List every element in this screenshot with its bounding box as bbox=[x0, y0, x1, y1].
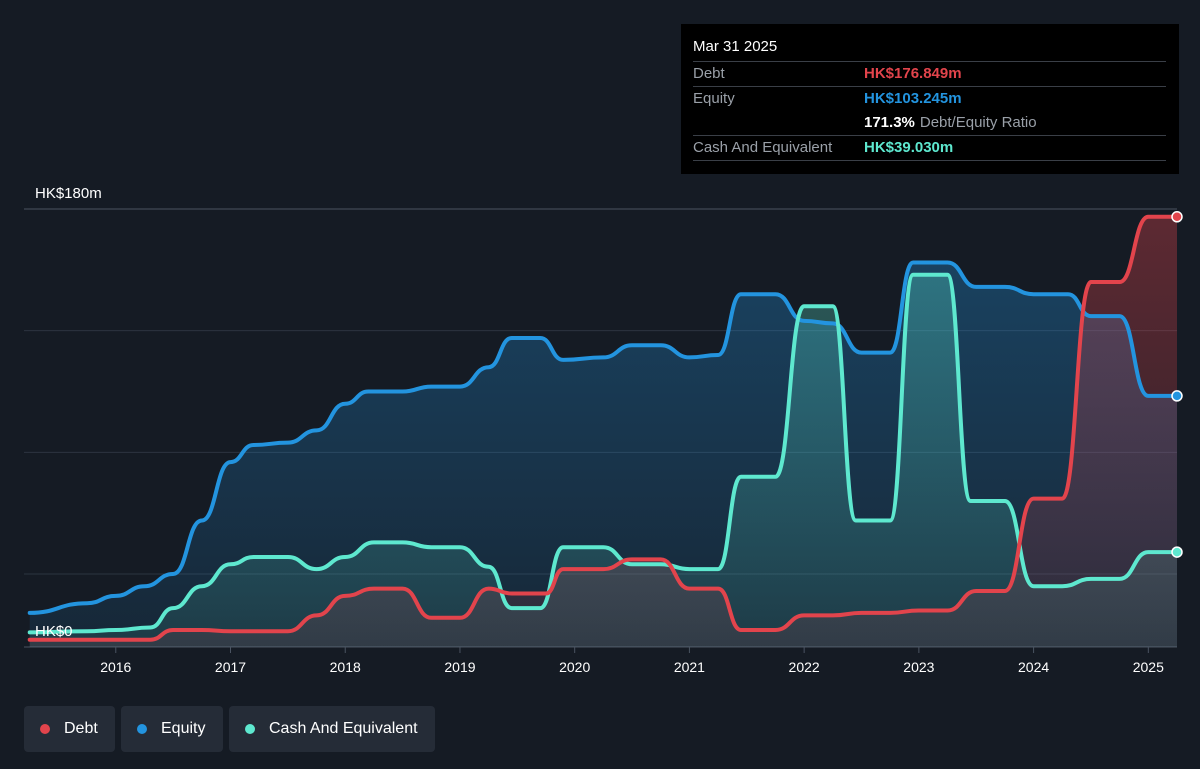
tooltip-debt-row: Debt HK$176.849m bbox=[693, 61, 1166, 86]
x-tick-label: 2018 bbox=[330, 659, 361, 675]
tooltip-date: Mar 31 2025 bbox=[693, 38, 778, 55]
equity-line bbox=[27, 260, 1179, 615]
debt-area bbox=[29, 216, 1178, 648]
tooltip-ratio-value: 171.3% bbox=[864, 114, 915, 131]
debt-line bbox=[27, 214, 1179, 642]
tooltip-cash-row: Cash And Equivalent HK$39.030m bbox=[693, 135, 1166, 160]
tooltip-debt-value: HK$176.849m bbox=[864, 65, 962, 82]
x-tick-label: 2024 bbox=[1018, 659, 1049, 675]
x-tick-label: 2022 bbox=[789, 659, 820, 675]
debt-endpoint bbox=[1171, 211, 1183, 223]
legend-item-debt[interactable]: Debt bbox=[24, 706, 115, 752]
series-lines bbox=[27, 214, 1179, 642]
x-axis-ticks: 2016 2017 2018 2019 2020 2021 2022 2023 2024 2025 bbox=[100, 647, 1164, 675]
x-tick-label: 2016 bbox=[100, 659, 131, 675]
legend-cash-label: Cash And Equivalent bbox=[269, 720, 418, 737]
series-areas bbox=[29, 216, 1178, 648]
cash-endpoint bbox=[1171, 546, 1183, 558]
tooltip-ratio-label: Debt/Equity Ratio bbox=[919, 114, 1037, 131]
tooltip-equity-row: Equity HK$103.245m bbox=[693, 86, 1166, 111]
equity-endpoint bbox=[1171, 390, 1183, 402]
legend-item-cash[interactable]: Cash And Equivalent bbox=[229, 706, 435, 752]
equity-dot-icon bbox=[137, 724, 147, 734]
series-endpoints bbox=[1171, 211, 1183, 558]
chart-legend: Debt Equity Cash And Equivalent bbox=[24, 706, 435, 752]
legend-equity-label: Equity bbox=[161, 720, 206, 737]
y-axis-bottom-label: HK$0 bbox=[35, 623, 73, 640]
x-tick-label: 2019 bbox=[444, 659, 475, 675]
legend-debt-label: Debt bbox=[64, 720, 98, 737]
x-tick-label: 2020 bbox=[559, 659, 590, 675]
x-tick-label: 2025 bbox=[1133, 659, 1164, 675]
tooltip-equity-value: HK$103.245m bbox=[864, 90, 962, 107]
tooltip-bottom-divider bbox=[693, 160, 1166, 162]
tooltip-panel: Mar 31 2025 Debt HK$176.849m Equity HK$1… bbox=[681, 24, 1179, 174]
cash-dot-icon bbox=[245, 724, 255, 734]
x-tick-label: 2021 bbox=[674, 659, 705, 675]
y-axis-top-label: HK$180m bbox=[35, 185, 102, 202]
cash-area bbox=[29, 274, 1178, 647]
tooltip-equity-label: Equity bbox=[693, 90, 735, 107]
tooltip-cash-label: Cash And Equivalent bbox=[693, 139, 833, 156]
tooltip-ratio-row: 171.3% Debt/Equity Ratio bbox=[693, 111, 1166, 135]
legend-item-equity[interactable]: Equity bbox=[121, 706, 223, 752]
x-tick-label: 2023 bbox=[903, 659, 934, 675]
tooltip-debt-label: Debt bbox=[693, 65, 725, 82]
x-tick-label: 2017 bbox=[215, 659, 246, 675]
debt-dot-icon bbox=[40, 724, 50, 734]
tooltip-cash-value: HK$39.030m bbox=[864, 139, 954, 156]
